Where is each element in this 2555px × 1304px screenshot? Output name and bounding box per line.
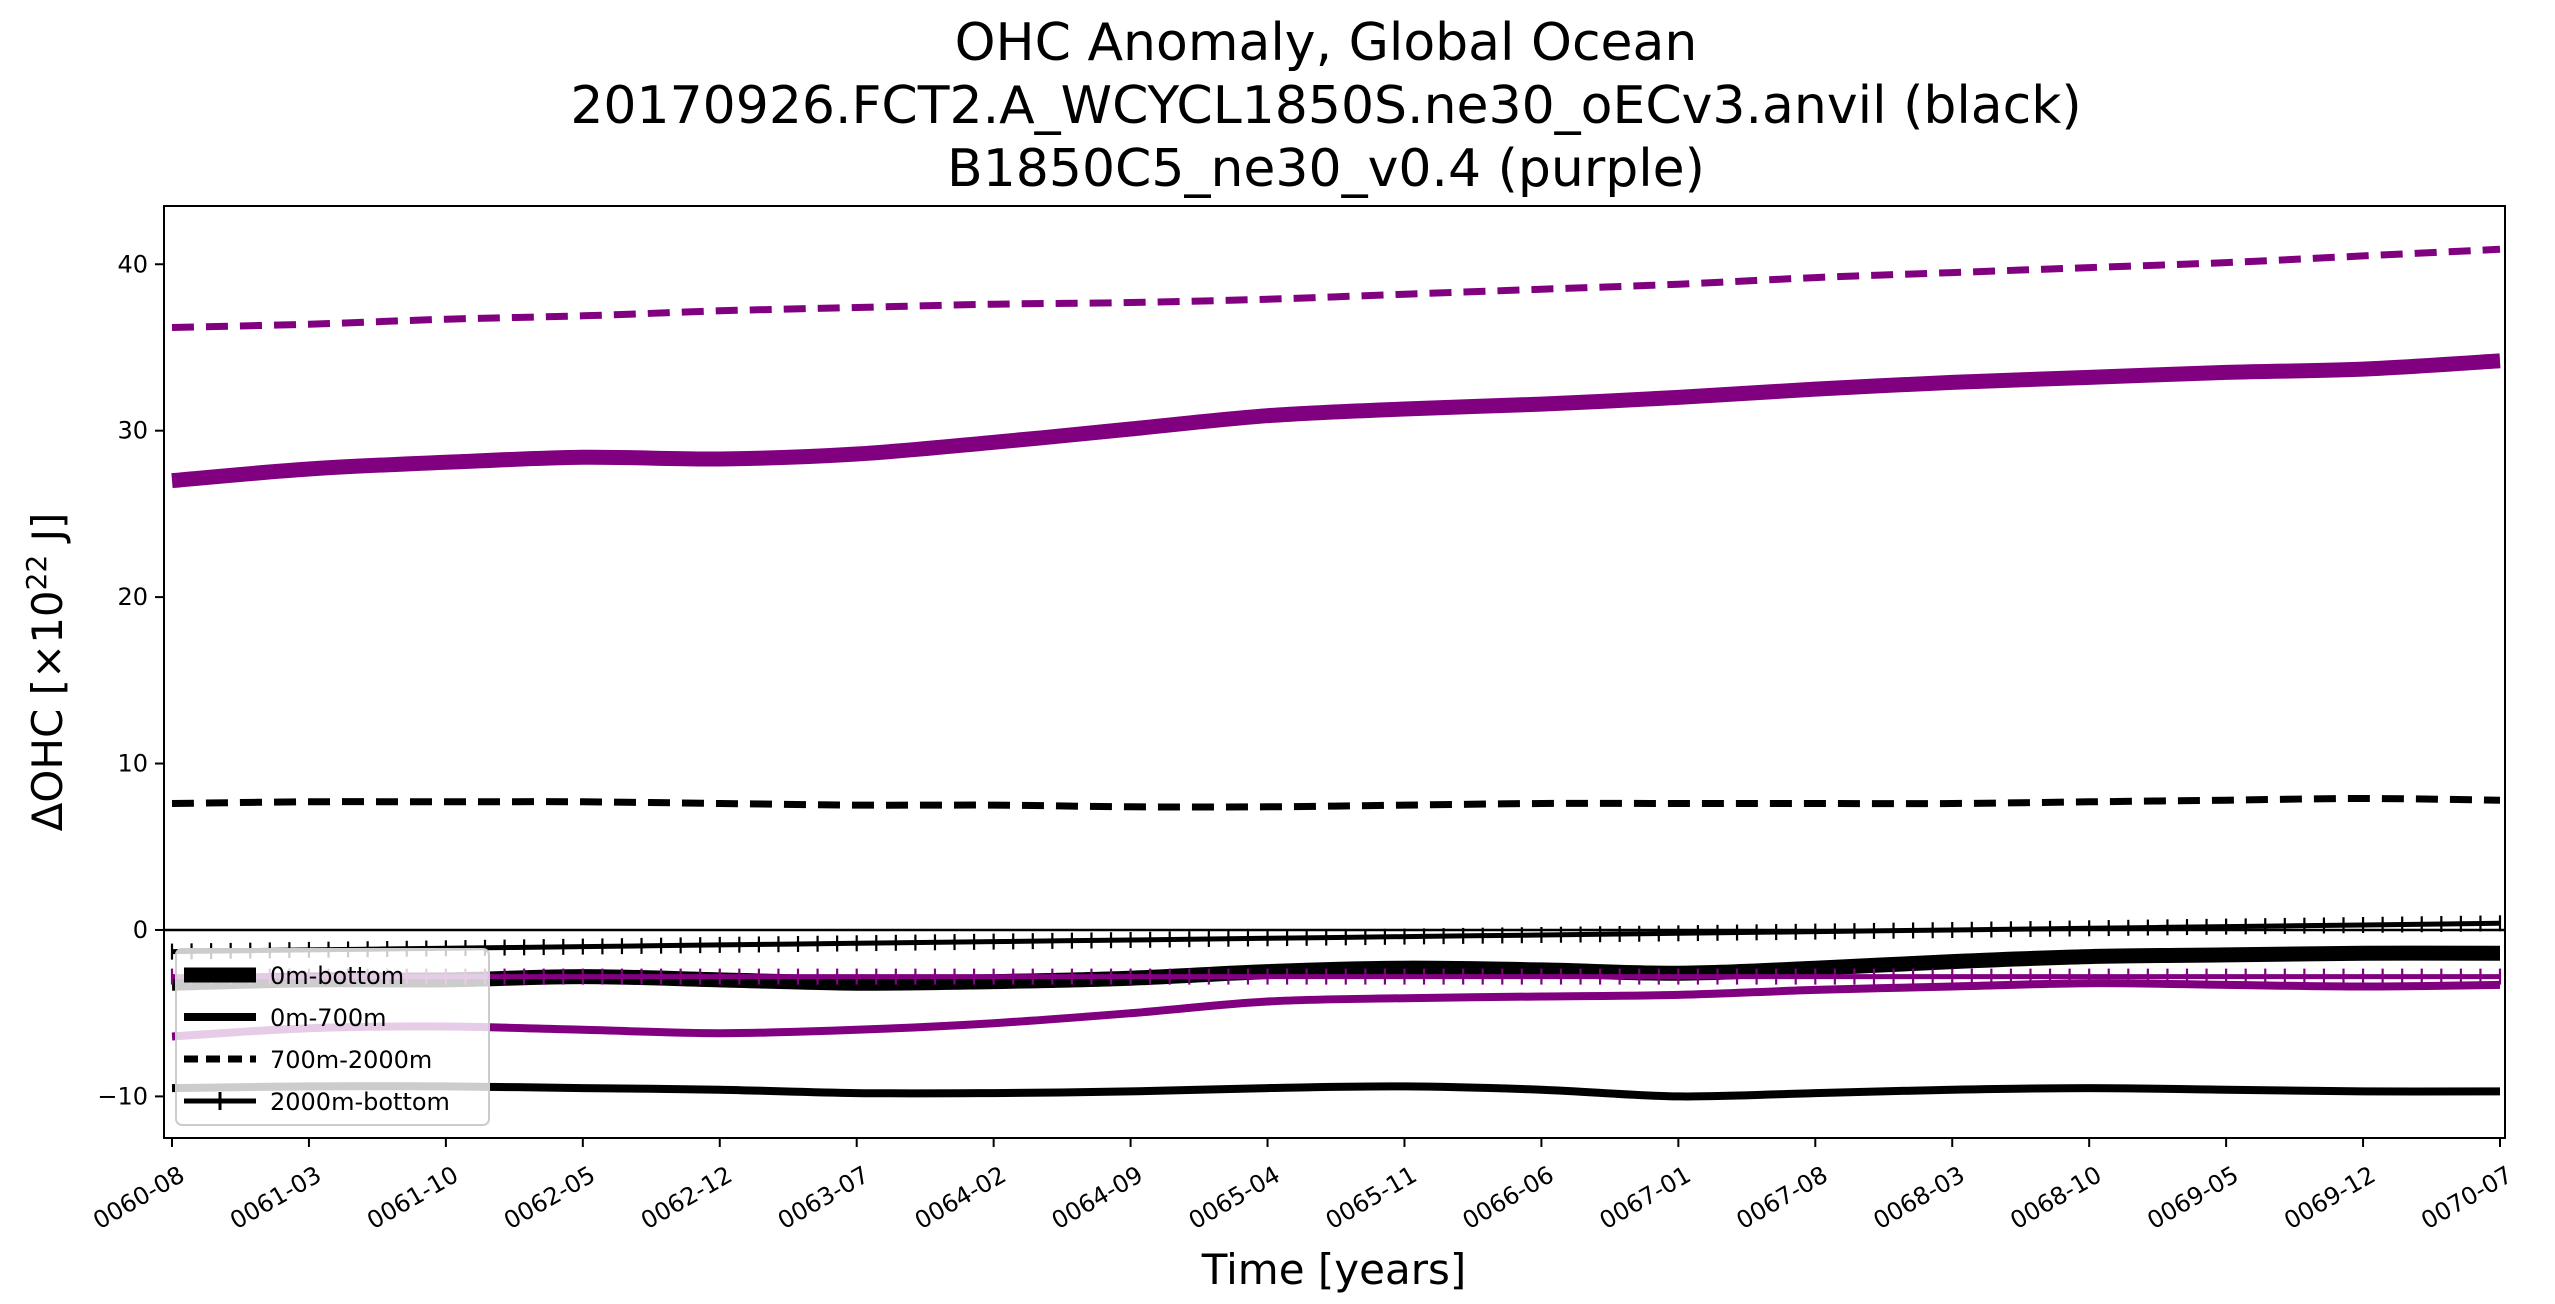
chart-title-line-3: B1850C5_ne30_v0.4 (purple) xyxy=(947,139,1705,199)
legend: 0m-bottom 0m-700m 700m-2000m 2000m-bottom xyxy=(175,948,490,1126)
legend-item-0m-bottom: 0m-bottom xyxy=(184,962,404,990)
series-black-0m-700m xyxy=(171,1082,2501,1101)
y-axis-label-suffix: J] xyxy=(23,513,72,555)
y-axis-label: ΔOHC [×1022 J] xyxy=(20,513,72,832)
chart-title-line-2: 20170926.FCT2.A_WCYCL1850S.ne30_oECv3.an… xyxy=(570,76,2081,136)
legend-item-2000m-bottom: 2000m-bottom xyxy=(184,1088,450,1116)
legend-label: 0m-bottom xyxy=(270,962,404,990)
x-axis-label: Time [years] xyxy=(1201,1245,1467,1294)
y-tick-label: 30 xyxy=(117,417,148,445)
series-line xyxy=(171,920,2501,955)
y-axis-label-exponent: 22 xyxy=(20,555,53,591)
y-axis: −10 0 10 20 30 40 xyxy=(97,250,164,1110)
series-line xyxy=(171,979,2501,1041)
y-axis-label-prefix: ΔOHC [×10 xyxy=(23,590,72,831)
series-group xyxy=(170,245,2502,1101)
series-purple-0m-bottom xyxy=(171,353,2501,489)
legend-item-0m-700m: 0m-700m xyxy=(184,1004,387,1032)
series-line xyxy=(171,795,2501,811)
y-tick-label: 40 xyxy=(117,250,148,278)
legend-label: 2000m-bottom xyxy=(270,1088,450,1116)
y-tick-label: 20 xyxy=(117,583,148,611)
legend-label: 0m-700m xyxy=(270,1004,387,1032)
y-tick-label: −10 xyxy=(97,1082,148,1110)
y-tick-label: 0 xyxy=(133,916,148,944)
series-purple-700m-2000m xyxy=(171,245,2501,331)
series-purple-0m-700m xyxy=(171,979,2501,1041)
chart-title-line-1: OHC Anomaly, Global Ocean xyxy=(955,13,1698,73)
series-line xyxy=(171,353,2501,489)
plot-frame xyxy=(163,205,2506,1139)
series-black-700m-2000m xyxy=(171,795,2501,811)
legend-label: 700m-2000m xyxy=(270,1046,432,1074)
y-tick-label: 10 xyxy=(117,750,148,778)
plot-area xyxy=(164,245,2505,1101)
chart-title: OHC Anomaly, Global Ocean 20170926.FCT2.… xyxy=(570,13,2081,199)
series-line xyxy=(171,245,2501,331)
legend-box xyxy=(175,948,490,1126)
series-black-2000m-bottom xyxy=(170,915,2502,960)
legend-item-700m-2000m: 700m-2000m xyxy=(184,1046,432,1074)
series-line xyxy=(171,1082,2501,1101)
